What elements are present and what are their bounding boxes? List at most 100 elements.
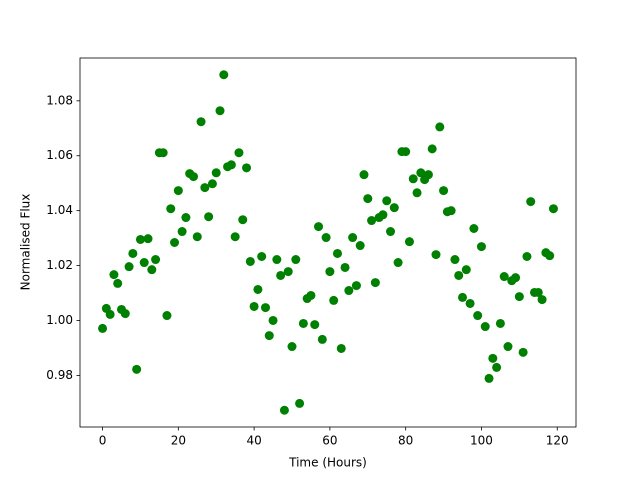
point (177, 227, 187, 237)
point (257, 252, 267, 262)
point (204, 212, 214, 222)
x-tick-label: 100 (470, 434, 493, 448)
x-tick-label: 20 (171, 434, 186, 448)
point (480, 322, 490, 332)
point (135, 234, 145, 244)
point (511, 273, 521, 283)
point (188, 172, 198, 182)
point (476, 242, 486, 252)
point (143, 234, 153, 244)
point (173, 186, 183, 196)
point (522, 252, 532, 262)
x-axis-label: Time (Hours) (288, 456, 367, 470)
point (219, 70, 229, 80)
point (151, 255, 161, 265)
point (139, 258, 149, 268)
x-tick-label: 80 (398, 434, 413, 448)
point (276, 270, 286, 280)
y-tick-label: 1.02 (46, 258, 73, 272)
point (537, 295, 547, 305)
point (416, 168, 426, 178)
point (382, 196, 392, 206)
point (283, 267, 293, 277)
point (499, 272, 509, 282)
point (458, 292, 468, 302)
point (238, 215, 248, 225)
point (230, 232, 240, 242)
point (120, 309, 130, 319)
point (359, 170, 369, 180)
point (192, 232, 202, 242)
point (124, 262, 134, 272)
point (465, 298, 475, 308)
point (393, 258, 403, 268)
point (253, 284, 263, 294)
point (412, 188, 422, 198)
axes-frame (79, 57, 577, 428)
point (181, 213, 191, 223)
point (367, 216, 377, 226)
point (321, 233, 331, 243)
point (287, 342, 297, 352)
point (234, 148, 244, 158)
point (306, 290, 316, 300)
point (298, 318, 308, 328)
point (196, 117, 206, 127)
point (279, 405, 289, 415)
point (446, 206, 456, 216)
point (211, 168, 221, 178)
point (166, 204, 176, 214)
point (408, 174, 418, 184)
point (545, 251, 555, 261)
y-tick-label: 0.98 (46, 368, 73, 382)
point (439, 186, 449, 196)
point (423, 170, 433, 180)
point (113, 278, 123, 288)
point (98, 323, 108, 333)
y-tick-label: 1.04 (46, 203, 73, 217)
point (488, 353, 498, 363)
point (386, 227, 396, 237)
point (272, 255, 282, 265)
point (317, 334, 327, 344)
y-tick-label: 1.00 (46, 313, 73, 327)
point (162, 311, 172, 321)
point (336, 343, 346, 353)
point (473, 311, 483, 321)
point (249, 301, 259, 311)
point (268, 315, 278, 325)
point (492, 362, 502, 372)
point (461, 265, 471, 275)
x-tick-label: 40 (246, 434, 261, 448)
point (128, 248, 138, 258)
y-tick-label: 1.06 (46, 148, 73, 162)
point (454, 270, 464, 280)
point (548, 204, 558, 214)
point (264, 331, 274, 341)
point (260, 303, 270, 313)
point (401, 147, 411, 157)
point (533, 287, 543, 297)
point (109, 270, 119, 280)
point (132, 364, 142, 374)
point (295, 398, 305, 408)
point (404, 237, 414, 247)
point (514, 292, 524, 302)
point (158, 148, 168, 158)
point (435, 122, 445, 132)
point (242, 163, 252, 173)
point (314, 222, 324, 232)
point (291, 255, 301, 265)
point (340, 262, 350, 272)
point (329, 295, 339, 305)
point (427, 144, 437, 154)
y-tick-label: 1.08 (46, 93, 73, 107)
point (503, 342, 513, 352)
x-tick-label: 60 (322, 434, 337, 448)
point (325, 267, 335, 277)
point (378, 210, 388, 220)
point (226, 160, 236, 170)
point (370, 278, 380, 288)
point (389, 203, 399, 213)
